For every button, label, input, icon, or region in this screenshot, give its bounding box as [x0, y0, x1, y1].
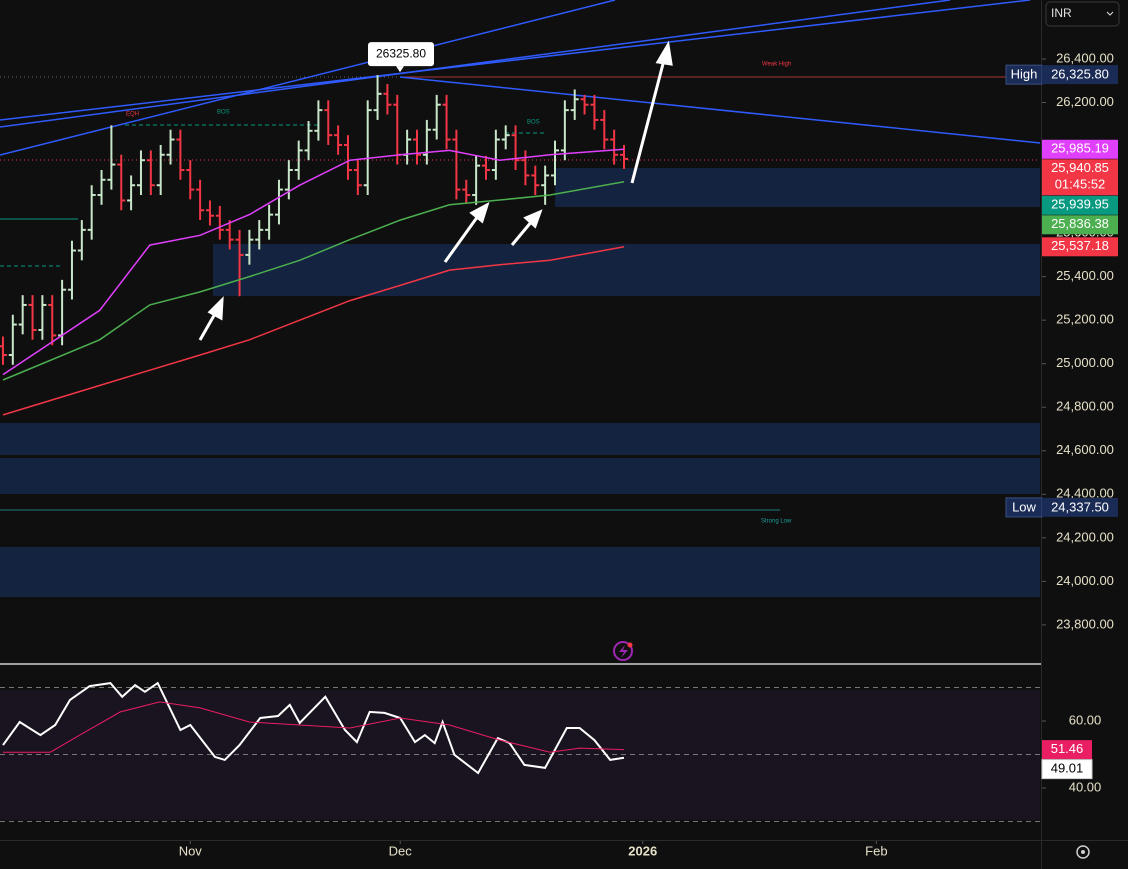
zones: [0, 168, 1040, 597]
moving-average: [2, 246, 625, 416]
currency: INR: [1051, 6, 1072, 20]
callout-box: [368, 42, 434, 67]
structure-lines: [0, 76, 1040, 511]
price-tag: [1042, 740, 1092, 760]
extreme-label: 26,325.80: [1051, 67, 1109, 82]
extreme-name: High: [1011, 67, 1038, 82]
y-tick-label: 25,400.00: [1056, 268, 1114, 283]
arrow-head: [207, 296, 224, 321]
y-tick-label: 25,000.00: [1056, 355, 1114, 370]
event-dot: [627, 642, 633, 648]
arrow: [630, 59, 666, 184]
y-tick-label: 24,600.00: [1056, 442, 1114, 457]
price-tag-label: 25,940.85: [1051, 160, 1109, 175]
y-tick-label: 24,000.00: [1056, 573, 1114, 588]
y-tick-label: 26,200.00: [1056, 94, 1114, 109]
price-tag: [1041, 759, 1093, 780]
callout-pointer: [396, 66, 404, 73]
arrow: [443, 215, 480, 263]
annotation: BOS: [217, 110, 230, 116]
moving-average: [2, 180, 625, 381]
price-tag: [1042, 195, 1118, 215]
y-tick-label: 25,200.00: [1056, 312, 1114, 327]
extreme-tag: [1042, 497, 1118, 517]
trend-line: [0, 0, 1031, 121]
annotation: Strong Low: [761, 519, 792, 525]
price-tag-label: 25,537.18: [1051, 238, 1109, 253]
y-tick-label: 26,400.00: [1056, 50, 1114, 65]
price-tag-label: 49.01: [1051, 761, 1084, 776]
x-tick-label: Feb: [865, 843, 887, 858]
dropdown-caret: [1106, 11, 1114, 16]
currency-select[interactable]: [1045, 1, 1120, 27]
extreme-tag: [1042, 65, 1118, 85]
event-icon-bolt: [619, 645, 628, 658]
settings-icon-center: [1081, 850, 1085, 854]
extreme-name: Low: [1012, 499, 1036, 514]
arrow-head: [469, 201, 490, 224]
line-series: [3, 701, 625, 753]
zone: [0, 547, 1040, 597]
arrow: [198, 311, 218, 341]
y-tick-label: 23,800.00: [1056, 616, 1114, 631]
zone: [0, 423, 1040, 455]
callout-label: 26325.80: [376, 46, 426, 60]
y-tick-label: 40.00: [1069, 779, 1102, 794]
trend-lines: [0, 0, 1041, 156]
x-tick-label: Dec: [389, 843, 413, 858]
price-tag: [1042, 215, 1118, 235]
x-tick-label: 2026: [628, 843, 657, 858]
price-tag-label: 25,985.19: [1051, 141, 1109, 156]
x-tick-label: Nov: [179, 843, 203, 858]
extreme-label: 24,337.50: [1051, 499, 1109, 514]
price-tag-label: 25,836.38: [1051, 216, 1109, 231]
y-tick-label: 24,400.00: [1056, 486, 1114, 501]
arrow-head: [523, 209, 543, 229]
marks: [0, 75, 1040, 823]
line-series: [2, 681, 625, 775]
arrow-head: [655, 40, 673, 66]
price-tag: [1042, 237, 1118, 257]
price-tag-label: 25,939.95: [1051, 197, 1109, 212]
annotation: Weak High: [762, 62, 791, 68]
y-tick-label: 24,200.00: [1056, 529, 1114, 544]
trend-line: [399, 76, 1041, 144]
y-tick-label: 60.00: [1069, 712, 1102, 727]
annotation: EQH: [126, 112, 139, 118]
settings-icon[interactable]: [1076, 845, 1090, 859]
arrows: [198, 40, 673, 341]
zone: [0, 458, 1040, 494]
price-tag: [1042, 139, 1118, 159]
arrow: [510, 220, 534, 246]
y-tick-label: 24,800.00: [1056, 399, 1114, 414]
event-icon[interactable]: [613, 641, 633, 661]
annotation: BOS: [527, 120, 540, 126]
countdown: 01:45:52: [1055, 177, 1106, 192]
zone: [555, 168, 1040, 207]
price-tag: [1042, 159, 1118, 196]
zone: [213, 244, 1040, 296]
moving-average: [2, 148, 625, 376]
price-tag-label: 51.46: [1051, 741, 1084, 756]
trend-line: [0, 0, 616, 156]
trend-line: [0, 0, 951, 128]
